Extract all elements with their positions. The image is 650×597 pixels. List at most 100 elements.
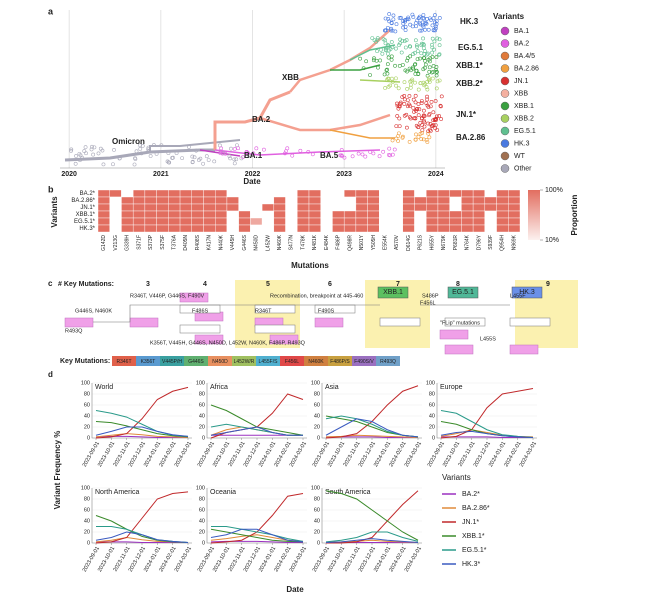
tree-point bbox=[433, 13, 437, 17]
tree-point bbox=[417, 107, 422, 112]
heat-cell bbox=[203, 196, 216, 205]
y-tick-label: 100 bbox=[426, 380, 435, 386]
tree-point bbox=[96, 151, 101, 156]
heat-cell bbox=[109, 210, 122, 219]
annotation: F486S bbox=[192, 308, 209, 314]
heat-cell bbox=[508, 217, 521, 226]
lineage-box bbox=[444, 344, 474, 355]
tree-label: XBB.1* bbox=[456, 61, 484, 70]
tree-label: XBB.2* bbox=[456, 79, 484, 88]
heat-cell bbox=[179, 189, 192, 198]
tree-point bbox=[306, 149, 311, 154]
heat-cell bbox=[97, 196, 110, 205]
heat-cell bbox=[297, 196, 310, 205]
tree-point bbox=[419, 101, 424, 105]
lineage-box bbox=[179, 292, 209, 303]
tree-label: BA.2 bbox=[252, 115, 271, 124]
tree-branch bbox=[329, 129, 395, 139]
tree-branch bbox=[214, 149, 381, 156]
heat-cell bbox=[390, 210, 403, 219]
key-chip bbox=[160, 356, 184, 366]
legend-label: HK.3* bbox=[462, 561, 481, 568]
axis-line bbox=[436, 383, 537, 439]
tree-point bbox=[246, 151, 250, 155]
panel-label: a bbox=[48, 6, 54, 16]
tree-point bbox=[430, 70, 434, 75]
tree-point bbox=[425, 140, 430, 144]
tree-point bbox=[423, 58, 427, 63]
key-chip bbox=[376, 356, 400, 366]
tree-point bbox=[382, 72, 387, 77]
legend-label: BA.2 bbox=[514, 40, 529, 47]
tree-label: HK.3 bbox=[460, 17, 479, 26]
y-tick-label: 40 bbox=[84, 413, 90, 419]
tree-point bbox=[234, 157, 239, 162]
axis-line bbox=[206, 383, 307, 439]
tree-point bbox=[423, 27, 428, 32]
heat-cell bbox=[156, 210, 169, 219]
key-chip bbox=[304, 356, 328, 366]
series-line bbox=[325, 538, 419, 543]
chart-title: North America bbox=[95, 489, 139, 496]
tree-point bbox=[422, 120, 427, 125]
tree-point bbox=[244, 150, 249, 154]
heat-cell bbox=[367, 217, 380, 226]
mutation-count: 5 bbox=[266, 281, 270, 288]
tree-point bbox=[408, 79, 413, 84]
tree-point bbox=[428, 127, 432, 132]
series-line bbox=[95, 433, 189, 438]
heat-cell bbox=[156, 196, 169, 205]
tree-point bbox=[375, 36, 380, 41]
column-label: V445H bbox=[230, 235, 236, 251]
tree-point bbox=[425, 87, 430, 92]
tree-branch bbox=[289, 29, 391, 93]
y-tick-label: 20 bbox=[314, 424, 320, 430]
y-tick-label: 60 bbox=[199, 402, 205, 408]
tree-point bbox=[407, 94, 412, 98]
column-label: R408S bbox=[195, 234, 201, 250]
tree-point bbox=[413, 137, 418, 142]
series-line bbox=[325, 418, 419, 438]
heat-cell bbox=[343, 224, 357, 233]
y-tick-label: 0 bbox=[317, 435, 320, 441]
tree-point bbox=[140, 143, 145, 148]
tree-point bbox=[220, 151, 225, 156]
tree-point bbox=[91, 152, 96, 157]
mutation-count: 6 bbox=[328, 281, 332, 288]
annotation: F456L bbox=[420, 300, 436, 306]
tree-point bbox=[133, 157, 138, 161]
heat-cell bbox=[144, 203, 157, 212]
heat-cell bbox=[273, 224, 286, 233]
heat-cell bbox=[132, 210, 146, 219]
tree-point bbox=[419, 43, 424, 48]
heat-cell bbox=[215, 189, 228, 198]
tree-point bbox=[431, 64, 436, 68]
tree-point bbox=[408, 85, 413, 90]
heat-cell bbox=[437, 224, 450, 233]
y-tick-label: 40 bbox=[84, 518, 90, 524]
lineage-box bbox=[439, 329, 469, 340]
tree-point bbox=[151, 143, 156, 147]
heat-cell bbox=[508, 203, 521, 212]
tree-point bbox=[389, 54, 394, 59]
heat-cell bbox=[226, 210, 239, 219]
axis-line bbox=[91, 383, 192, 439]
heat-cell bbox=[121, 196, 134, 205]
tree-point bbox=[421, 67, 426, 72]
tree-point bbox=[398, 101, 403, 106]
heat-cell bbox=[390, 203, 403, 212]
heat-cell bbox=[308, 217, 321, 226]
series-line bbox=[325, 434, 419, 438]
tree-point bbox=[383, 16, 388, 21]
tree-point bbox=[430, 42, 434, 47]
tree-point bbox=[389, 76, 394, 81]
heat-cell bbox=[121, 189, 134, 198]
tree-point bbox=[171, 155, 175, 160]
heat-cell bbox=[121, 210, 134, 219]
tree-point bbox=[432, 118, 437, 123]
annotation: R346T bbox=[255, 308, 272, 314]
annotation: Recombination, breakpoint at 445-460 bbox=[270, 293, 363, 299]
axis-line bbox=[91, 488, 192, 544]
tree-point bbox=[408, 103, 412, 108]
heat-cell bbox=[238, 203, 251, 212]
